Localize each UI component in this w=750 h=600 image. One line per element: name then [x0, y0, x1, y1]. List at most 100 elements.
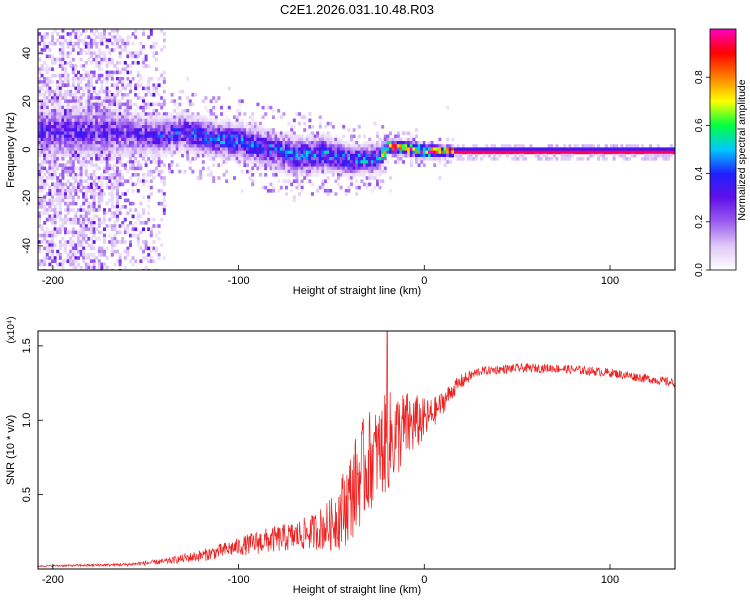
spectrogram-cell — [178, 112, 182, 116]
spectrogram-cell — [207, 121, 210, 126]
spectrogram-cell — [77, 86, 80, 91]
spectrogram-cell — [95, 105, 99, 110]
spectrogram-cell — [669, 153, 673, 158]
spectrogram-cell — [90, 163, 93, 167]
spectrogram-cell — [396, 150, 400, 155]
spectrogram-cell — [279, 131, 283, 135]
spectrogram-cell — [40, 182, 44, 187]
spectrogram-cell — [87, 41, 91, 46]
spectrogram-cell — [350, 160, 353, 164]
spectrogram-cell — [79, 163, 83, 167]
spectrogram-cell — [311, 125, 314, 129]
spectrogram-cell — [487, 153, 491, 158]
spectrogram-cell — [51, 112, 54, 116]
spectrogram-cell — [277, 141, 281, 145]
spectrogram-cell — [51, 173, 54, 177]
spectrogram-cell — [344, 160, 348, 164]
spectrogram-cell — [48, 67, 52, 71]
spectrogram-cell — [313, 141, 317, 145]
spectrogram-cell — [48, 112, 52, 116]
spectrogram-cell — [53, 141, 57, 145]
spectrogram-cell — [324, 125, 327, 129]
spectrogram-cell — [116, 169, 119, 174]
spectrogram-cell — [61, 227, 65, 231]
spectrogram-cell — [201, 121, 205, 126]
spectrogram-cell — [134, 128, 138, 132]
spectrogram-cell — [435, 153, 439, 158]
spectrogram-cell — [186, 128, 190, 132]
spectrogram-cell — [417, 157, 421, 161]
spectrogram-cell — [84, 157, 88, 161]
spectrogram-cell — [365, 160, 369, 164]
spectrogram-cell — [118, 160, 122, 164]
spectrogram-cell — [368, 169, 372, 174]
spectrogram-cell — [92, 115, 96, 119]
spectrogram-cell — [246, 131, 249, 135]
spectrogram-cell — [350, 173, 353, 177]
spectrogram-cell — [144, 144, 148, 148]
spectrogram-cell — [162, 256, 166, 260]
spectrogram-cell — [152, 176, 156, 180]
spectrogram-cell — [90, 185, 93, 190]
spectrogram-cell — [38, 86, 41, 91]
spectrogram-cell — [103, 137, 106, 142]
spectrogram-cell — [662, 150, 665, 155]
spectrogram-cell — [274, 137, 278, 142]
spectrogram-cell — [272, 173, 275, 177]
spectrogram-cell — [565, 157, 569, 161]
spectrogram-cell — [142, 102, 145, 107]
spectrogram-cell — [630, 153, 634, 158]
spectrogram-cell — [147, 141, 151, 145]
spectrogram-cell — [61, 198, 65, 203]
spectrogram-cell — [118, 38, 122, 43]
spectrogram-cell — [417, 144, 421, 148]
spectrogram-cell — [160, 121, 164, 126]
spectrogram-cell — [318, 144, 322, 148]
spectrogram-cell — [66, 153, 70, 158]
spectrogram-cell — [376, 144, 379, 148]
spectrogram-cell — [152, 137, 156, 142]
spectrogram-cell — [90, 83, 93, 87]
spectrogram-cell — [74, 134, 78, 139]
spectrogram-cell — [77, 182, 80, 187]
spectrogram-cell — [103, 147, 106, 151]
spectrogram-cell — [157, 157, 161, 161]
spectrogram-cell — [352, 160, 356, 164]
spectrogram-cell — [290, 144, 294, 148]
spectrogram-cell — [51, 57, 54, 62]
spectrogram-cell — [443, 150, 447, 155]
spectrogram-cell — [48, 256, 52, 260]
spectrogram-cell — [66, 185, 70, 190]
spectrogram-cell — [69, 61, 73, 65]
spectrogram-cell — [503, 144, 507, 148]
spectrogram-cell — [139, 144, 143, 148]
spectrogram-cell — [212, 105, 216, 110]
spectrogram-cell — [383, 169, 387, 174]
spectrogram-cell — [118, 157, 122, 161]
spectrogram-cell — [638, 150, 642, 155]
spectrogram-cell — [407, 144, 411, 148]
spectrogram-cell — [259, 141, 262, 145]
spectrogram-cell — [105, 211, 109, 215]
spectrogram-cell — [165, 121, 169, 126]
spectrogram-cell — [160, 189, 164, 193]
spectrogram-cell — [246, 137, 249, 142]
spectrogram-cell — [58, 185, 62, 190]
spectrogram-cell — [77, 45, 80, 49]
spectrogram-cell — [490, 157, 494, 161]
spectrogram-cell — [285, 169, 288, 174]
spectrogram-cell — [56, 73, 60, 78]
spectrogram-cell — [82, 137, 86, 142]
spectrogram-cell — [77, 83, 80, 87]
spectrogram-cell — [126, 102, 130, 107]
spectrogram-cell — [170, 150, 174, 155]
spectrogram-cell — [97, 217, 101, 222]
spectrogram-cell — [326, 134, 330, 139]
spectrogram-cell — [110, 131, 114, 135]
spectrogram-cell — [259, 157, 262, 161]
spectrogram-cell — [155, 86, 158, 91]
spectrogram-cell — [175, 125, 179, 129]
spectrogram-cell — [69, 121, 73, 126]
spectrogram-cell — [105, 77, 109, 81]
spectrogram-cell — [357, 144, 361, 148]
